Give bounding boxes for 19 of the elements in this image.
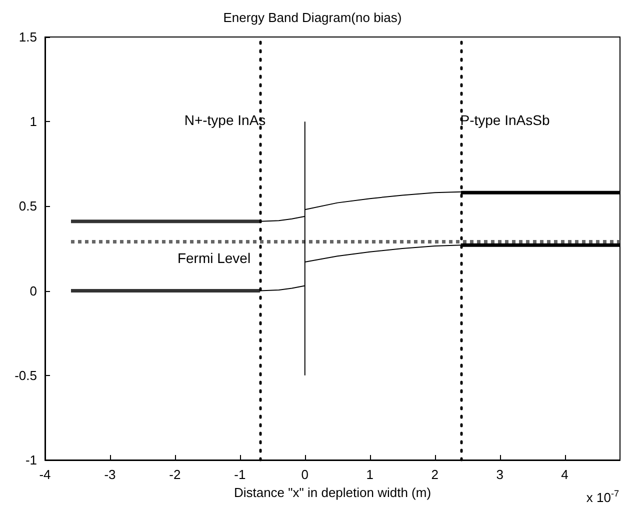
x-tick-label: -1 bbox=[234, 467, 246, 482]
x-tick-label: -2 bbox=[169, 467, 181, 482]
chart-title: Energy Band Diagram(no bias) bbox=[223, 10, 402, 25]
x-tick-label: 1 bbox=[366, 467, 374, 482]
y-tick-label: -0.5 bbox=[14, 368, 37, 383]
y-tick-label: 1 bbox=[30, 114, 37, 130]
y-tick-label: 1.5 bbox=[18, 30, 37, 44]
x-tick-label: 0 bbox=[301, 467, 309, 482]
annotation: P-type InAsSb bbox=[460, 112, 550, 128]
y-tick-label: 0 bbox=[30, 283, 37, 298]
x-tick-label: -3 bbox=[104, 467, 116, 482]
x-tick-label: 4 bbox=[561, 467, 568, 482]
x-tick-label: -4 bbox=[39, 467, 51, 482]
annotation: Fermi Level bbox=[177, 250, 251, 266]
y-tick-label: 0.5 bbox=[18, 198, 37, 214]
x-tick-label: 3 bbox=[496, 467, 504, 482]
x-axis-title: Distance "x" in depletion width (m) bbox=[234, 484, 432, 500]
x-tick-label: 2 bbox=[431, 467, 438, 482]
y-tick-label: -1 bbox=[25, 452, 37, 468]
